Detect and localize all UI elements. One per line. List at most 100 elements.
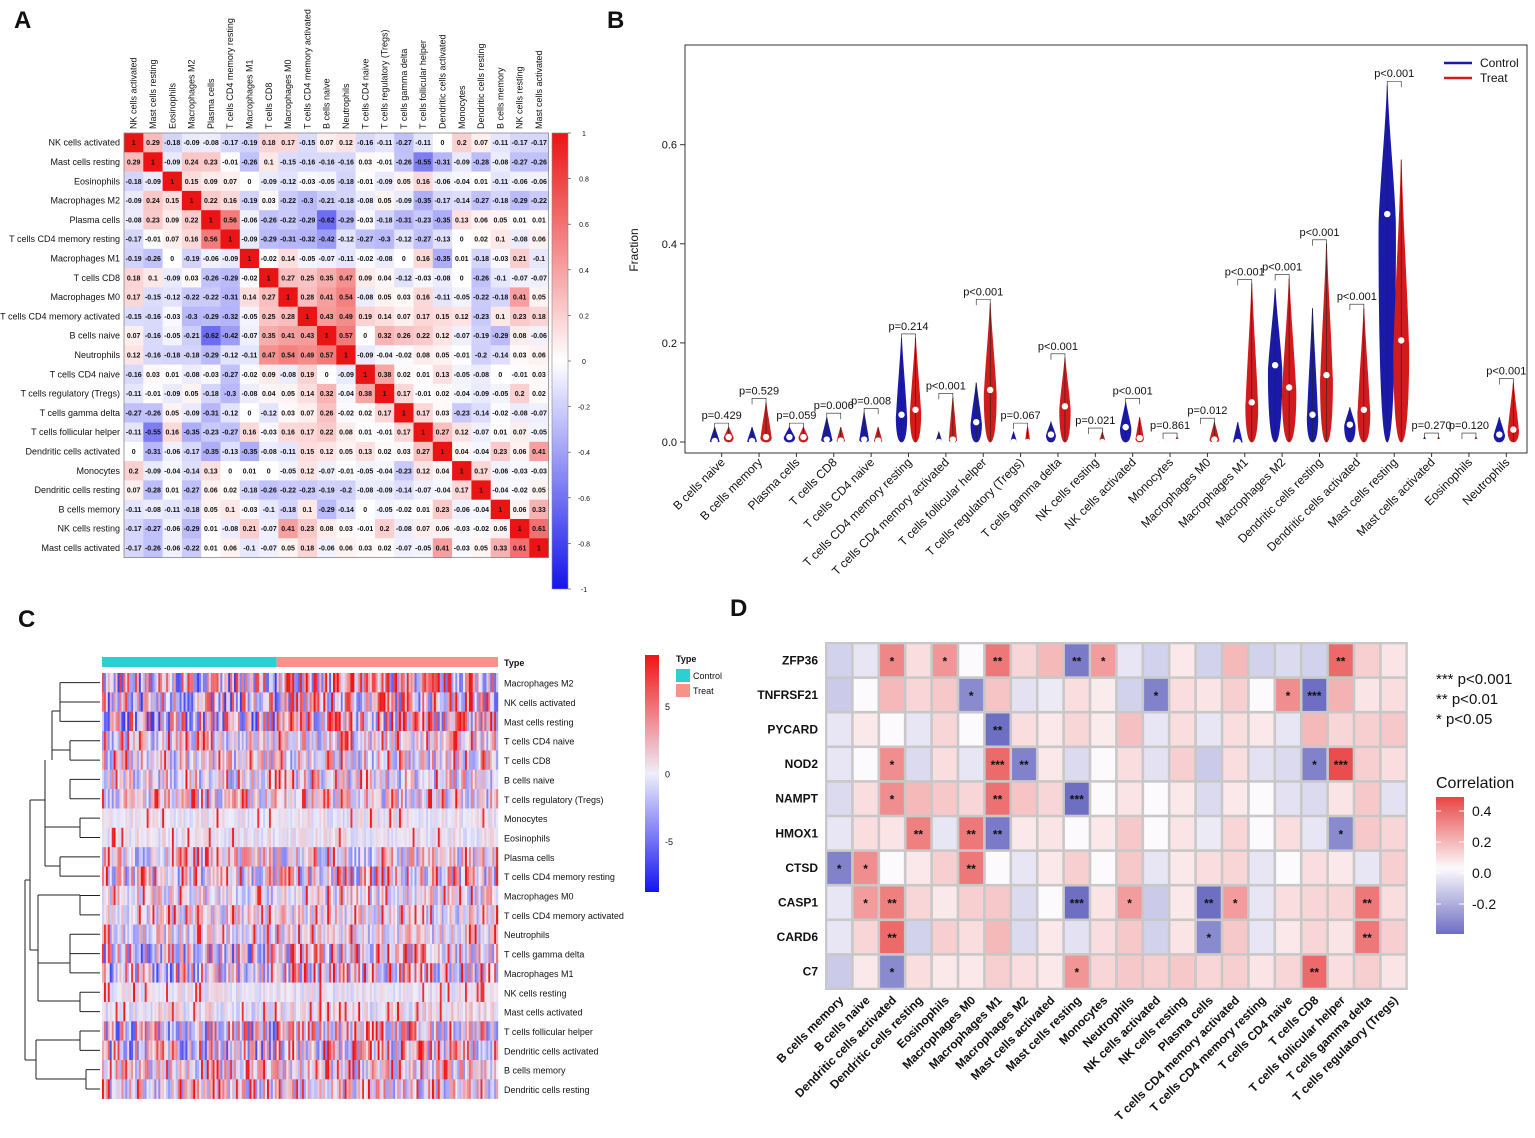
heat-cell	[272, 866, 275, 887]
heat-cell	[416, 827, 419, 848]
corr-value: -0.06	[203, 256, 219, 263]
row-label: Mast cells resting	[504, 717, 574, 727]
heat-cell	[366, 847, 369, 867]
heat-cell	[303, 692, 307, 712]
heat-cell	[111, 827, 114, 848]
corr-value: -0.19	[184, 256, 200, 263]
heat-cell	[321, 789, 324, 809]
heat-cell	[303, 731, 307, 751]
heat-cell	[181, 808, 184, 828]
heat-cell	[162, 982, 165, 1003]
heat-cell	[381, 866, 384, 887]
heat-cell	[391, 866, 394, 887]
heat-cell	[305, 982, 308, 1003]
heat-cell	[272, 963, 275, 983]
heat-cell	[389, 1001, 392, 1022]
heat-cell	[367, 963, 371, 983]
corr-cell	[181, 538, 202, 558]
annotation-title: Type	[504, 658, 524, 668]
corr-cell	[297, 422, 318, 443]
corr-value: 0.06	[339, 545, 353, 552]
heat-cell	[173, 808, 176, 828]
heat-cell	[486, 982, 489, 1003]
heat-cell	[210, 692, 213, 712]
corr-value: -0.18	[126, 179, 142, 186]
corr-value: 0.05	[474, 545, 488, 552]
heat-cell	[251, 769, 254, 790]
corr-cell	[432, 499, 453, 520]
heat-cell	[119, 924, 122, 945]
corr-cell	[297, 403, 318, 423]
heat-cell	[336, 711, 340, 732]
heat-cell	[439, 1001, 442, 1022]
corr-cell	[143, 480, 163, 500]
corr-cell	[529, 422, 549, 443]
corr-cell	[239, 229, 260, 250]
heat-cell	[400, 731, 404, 751]
corr-cell	[355, 306, 376, 327]
heat-cell	[420, 1001, 423, 1022]
heat-cell	[437, 982, 440, 1003]
heat-cell	[381, 692, 384, 712]
heat-cell	[321, 692, 324, 712]
heat-cell	[465, 789, 468, 809]
heat-cell	[247, 943, 250, 964]
corr-cell	[278, 306, 298, 327]
heat-cell	[317, 750, 320, 770]
heat-cell	[408, 866, 411, 887]
corr-cell	[201, 229, 221, 250]
heat-cell	[278, 866, 281, 887]
heat-cell	[276, 827, 279, 848]
heat-cell	[478, 692, 481, 712]
heat-cell	[418, 827, 421, 848]
heat-cell	[395, 750, 398, 770]
heat-cell	[358, 827, 361, 848]
heat-cell	[342, 963, 345, 983]
heat-cell	[457, 711, 460, 732]
heat-cell	[288, 963, 291, 983]
heat-cell	[133, 827, 136, 848]
corr-value: -0.02	[261, 256, 277, 263]
heat-cell	[115, 943, 118, 964]
heat-cell	[338, 1001, 341, 1022]
heat-cell	[420, 924, 423, 945]
heat-cell	[117, 982, 120, 1003]
heat-cell	[303, 847, 307, 867]
heat-cell	[420, 711, 423, 732]
heat-cell	[208, 1001, 211, 1022]
heat-cell	[224, 673, 227, 693]
heat-cell	[420, 673, 423, 693]
heat-cell	[218, 673, 221, 693]
heat-cell	[177, 924, 180, 945]
heat-cell	[125, 808, 128, 828]
heat-cell	[294, 924, 297, 945]
heat-cell	[472, 789, 475, 809]
heat-cell	[484, 963, 487, 983]
heat-cell	[129, 963, 132, 983]
heat-cell	[224, 827, 227, 848]
heat-cell	[146, 789, 149, 809]
heat-cell	[138, 963, 142, 983]
heat-cell	[309, 1001, 312, 1022]
heat-cell	[449, 885, 452, 906]
heat-cell	[406, 750, 409, 770]
heat-cell	[482, 963, 485, 983]
heat-cell	[232, 866, 235, 887]
heat-cell	[148, 750, 151, 770]
col-label: T cells CD4 memory activated	[302, 9, 312, 129]
corr-cell	[239, 538, 260, 558]
corr-value: 0.06	[436, 526, 450, 533]
corr-cell	[432, 480, 453, 500]
heat-cell	[218, 808, 221, 828]
heat-cell	[282, 711, 285, 732]
heat-cell	[117, 711, 120, 732]
heat-cell	[494, 673, 497, 693]
heat-cell	[224, 789, 227, 809]
heat-cell	[492, 982, 495, 1003]
corr-cell	[162, 403, 183, 423]
corr-value: 0.16	[165, 430, 179, 437]
heat-cell	[352, 905, 355, 925]
corr-value: 1	[460, 468, 464, 475]
heat-cell	[206, 673, 209, 693]
heat-cell	[492, 731, 495, 751]
